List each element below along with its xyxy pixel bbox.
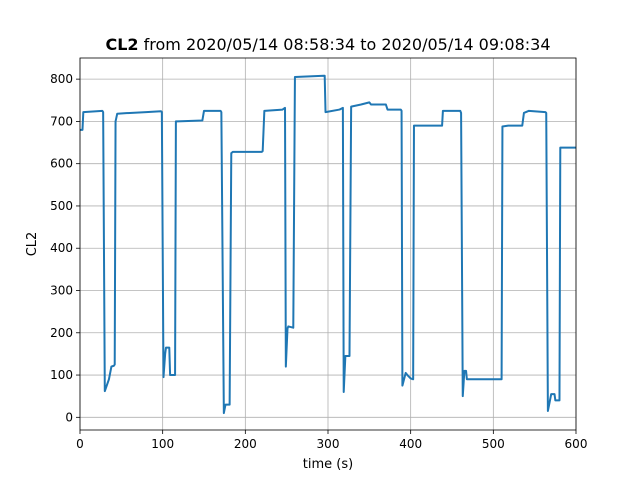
y-tick-label: 300 xyxy=(50,284,73,298)
y-tick-label: 600 xyxy=(50,157,73,171)
y-tick-label: 100 xyxy=(50,368,73,382)
x-axis-label: time (s) xyxy=(303,457,353,472)
title-name: CL2 xyxy=(105,35,138,54)
y-tick-label: 800 xyxy=(50,72,73,86)
x-tick-label: 300 xyxy=(317,437,340,451)
y-tick-label: 700 xyxy=(50,114,73,128)
x-tick-label: 600 xyxy=(565,437,588,451)
x-tick-label: 100 xyxy=(151,437,174,451)
x-tick-label: 400 xyxy=(399,437,422,451)
y-tick-label: 200 xyxy=(50,326,73,340)
x-tick-label: 500 xyxy=(482,437,505,451)
data-line xyxy=(80,74,576,415)
x-tick-label: 200 xyxy=(234,437,257,451)
x-tick-label: 0 xyxy=(76,437,84,451)
y-tick-label: 400 xyxy=(50,241,73,255)
title-text: from 2020/05/14 08:58:34 to 2020/05/14 0… xyxy=(144,35,551,54)
y-tick-label: 500 xyxy=(50,199,73,213)
y-axis-label: CL2 xyxy=(25,232,40,257)
y-tick-label: 0 xyxy=(65,410,73,424)
plot-frame xyxy=(79,57,577,431)
chart-title: CL2 from 2020/05/14 08:58:34 to 2020/05/… xyxy=(105,35,550,54)
